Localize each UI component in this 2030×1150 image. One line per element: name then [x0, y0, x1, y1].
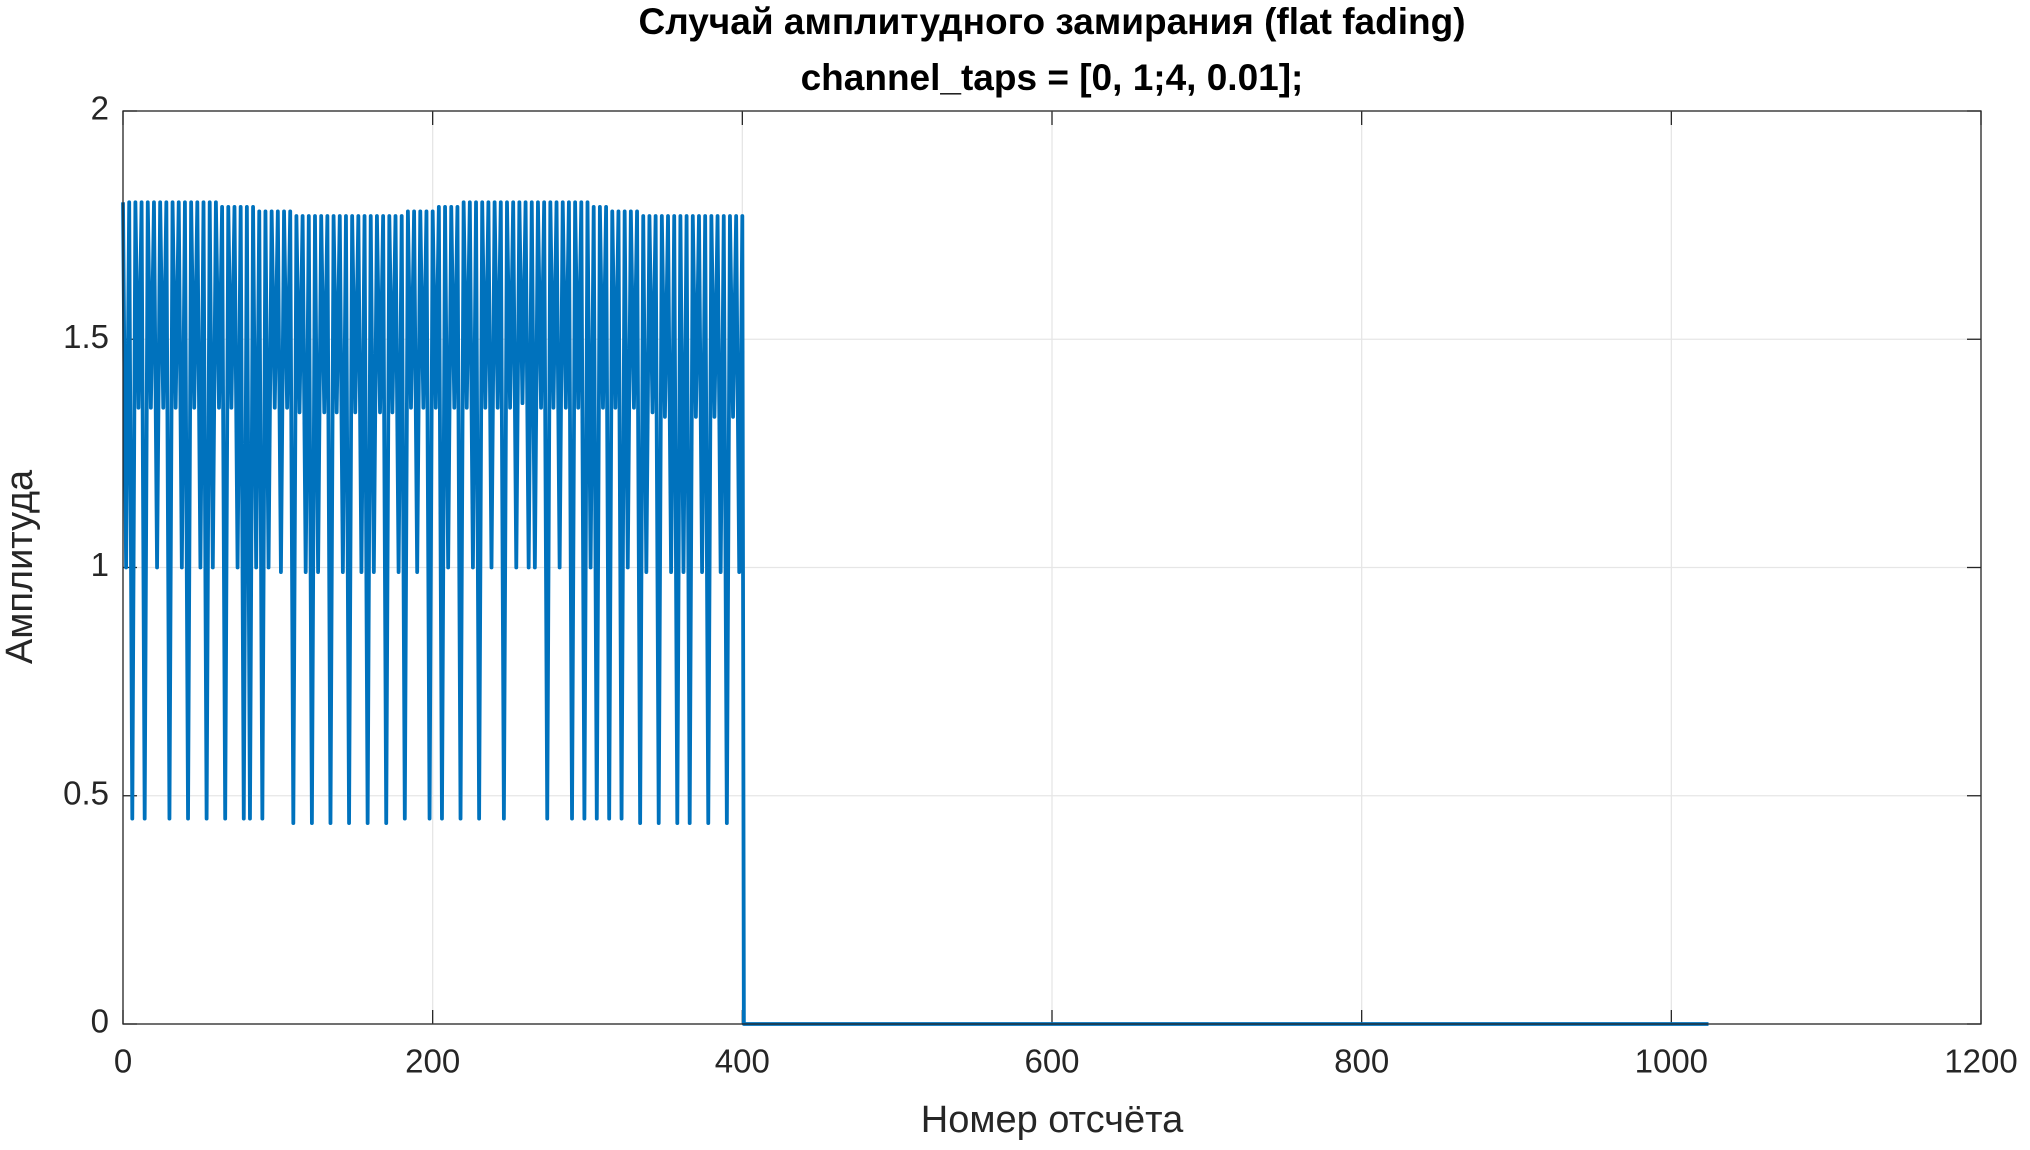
y-tick-label: 0 [91, 1003, 109, 1040]
x-tick-label: 1200 [1944, 1043, 2017, 1080]
y-tick-label: 1.5 [63, 318, 109, 355]
y-tick-label: 1 [91, 546, 109, 583]
x-tick-label: 400 [715, 1043, 770, 1080]
chart-title: Случай амплитудного замирания (flat fadi… [638, 1, 1465, 42]
y-tick-label: 0.5 [63, 774, 109, 811]
x-axis-label: Номер отсчёта [921, 1099, 1184, 1141]
data-line [121, 200, 1709, 1026]
x-tick-label: 0 [114, 1043, 132, 1080]
x-tick-label: 800 [1334, 1043, 1389, 1080]
x-tick-label: 200 [405, 1043, 460, 1080]
x-tick-label: 600 [1024, 1043, 1079, 1080]
chart-title: channel_taps = [0, 1;4, 0.01]; [801, 57, 1304, 98]
y-tick-label: 2 [91, 90, 109, 127]
axes-box [122, 110, 1982, 1025]
y-axis-label: Амплитуда [0, 469, 41, 664]
x-tick-label: 1000 [1635, 1043, 1708, 1080]
